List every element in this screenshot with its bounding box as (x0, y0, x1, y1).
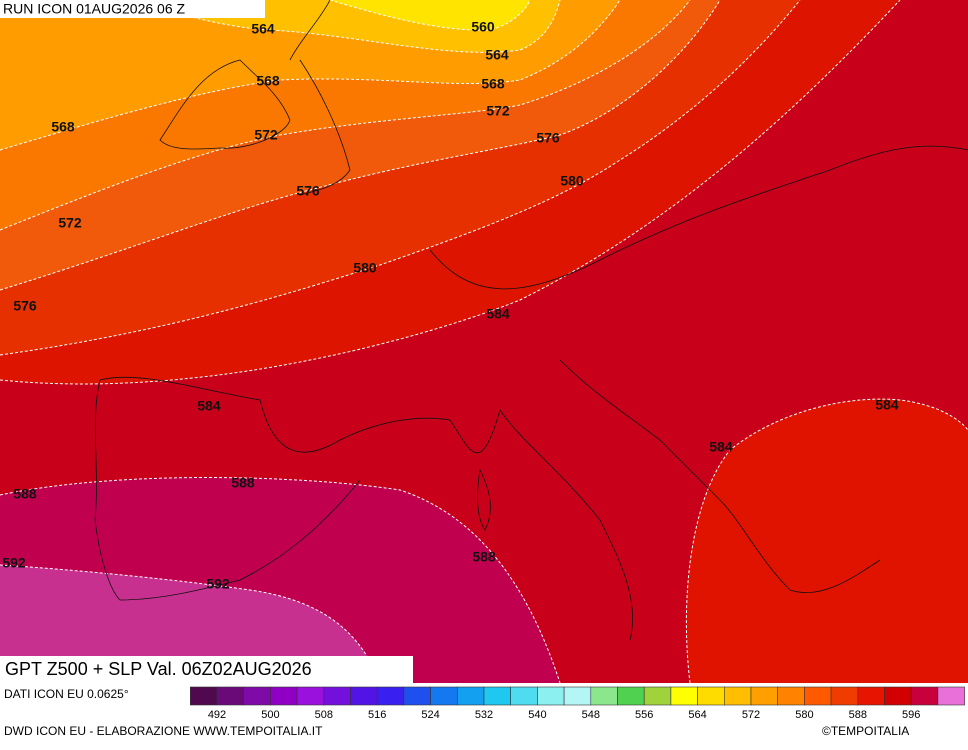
contour-label: 584 (709, 439, 733, 455)
colorbar-swatch (777, 686, 805, 706)
colorbar: 492 500 508 516 524 532 540 548 556 564 572 580 588 5… (190, 686, 965, 721)
source: DATI ICON EU 0.0625° (4, 687, 129, 701)
contour-label: 576 (13, 298, 37, 314)
contour-label: 572 (58, 215, 82, 231)
contour-label: 576 (296, 183, 320, 199)
colorbar-swatch (830, 686, 859, 706)
colorbar-label: 532 (475, 709, 493, 721)
contour-label: 576 (536, 130, 560, 146)
title-box (0, 656, 413, 683)
colorbar-swatch (403, 686, 431, 706)
contour-label: 564 (251, 21, 275, 37)
colorbar-swatch (456, 686, 485, 706)
contour-label: 584 (875, 397, 899, 413)
colorbar-swatch (590, 686, 618, 706)
colorbar-label: 508 (315, 709, 333, 721)
colorbar-swatch (723, 686, 752, 706)
colorbar-swatch (750, 686, 779, 706)
colorbar-label: 492 (208, 709, 226, 721)
contour-label: 588 (13, 486, 37, 502)
colorbar-swatch (537, 686, 565, 706)
colorbar-label: 540 (528, 709, 546, 721)
contour-labels: 564 560 564 568 568 572 568 572 576 576 580 572 580 5… (2, 19, 899, 592)
colorbar-swatch (376, 686, 405, 706)
map-title: GPT Z500 + SLP Val. 06Z02AUG2026 (5, 659, 312, 679)
colorbar-label: 596 (902, 709, 920, 721)
contour-label: 572 (254, 127, 278, 143)
colorbar-label: 516 (368, 709, 386, 721)
colorbar-swatch (483, 686, 512, 706)
map-fill (0, 0, 968, 683)
colorbar-label: 580 (795, 709, 813, 721)
colorbar-swatch (270, 686, 298, 706)
contour-label: 564 (485, 47, 509, 63)
colorbar-label: 556 (635, 709, 653, 721)
contour-label: 588 (472, 549, 496, 565)
contour-label: 592 (206, 576, 230, 592)
contour-label: 568 (51, 119, 75, 135)
colorbar-label: 588 (849, 709, 867, 721)
colorbar-swatch (857, 686, 885, 706)
colorbar-swatch (243, 686, 271, 706)
colorbar-swatch (910, 686, 939, 706)
colorbar-label: 500 (261, 709, 279, 721)
contour-lines (0, 0, 968, 684)
colorbar-swatch (563, 686, 592, 706)
colorbar-swatch (804, 686, 832, 706)
colorbar-swatch (643, 686, 672, 706)
colorbar-swatch (190, 686, 218, 706)
colorbar-swatch (937, 686, 965, 706)
contour-label: 584 (486, 306, 510, 322)
colorbar-swatch (323, 686, 351, 706)
contour-label: 572 (486, 103, 510, 119)
colorbar-swatch (296, 686, 325, 706)
colorbar-label: 564 (688, 709, 706, 721)
contour-label: 588 (231, 475, 255, 491)
copyright: ©TEMPOITALIA (822, 724, 909, 738)
run-box (0, 0, 265, 18)
colorbar-swatch (216, 686, 245, 706)
contour-label: 560 (471, 19, 495, 35)
coastlines (94, 0, 968, 641)
colorbar-swatch (670, 686, 698, 706)
contour-label: 592 (2, 555, 26, 571)
colorbar-swatch (350, 686, 378, 706)
colorbar-swatch (510, 686, 538, 706)
contour-label: 568 (256, 73, 280, 89)
colorbar-label: 524 (421, 709, 439, 721)
credit: DWD ICON EU - ELABORAZIONE WWW.TEMPOITAL… (4, 724, 323, 738)
colorbar-label: 572 (742, 709, 760, 721)
colorbar-swatch (697, 686, 725, 706)
contour-label: 584 (197, 398, 221, 414)
colorbar-swatch (617, 686, 645, 706)
colorbar-swatch (884, 686, 912, 706)
contour-label: 580 (353, 260, 377, 276)
run-label: RUN ICON 01AUG2026 06 Z (3, 1, 186, 17)
colorbar-swatch (430, 686, 458, 706)
colorbar-label: 548 (582, 709, 600, 721)
contour-label: 568 (481, 76, 505, 92)
contour-label: 580 (560, 173, 584, 189)
